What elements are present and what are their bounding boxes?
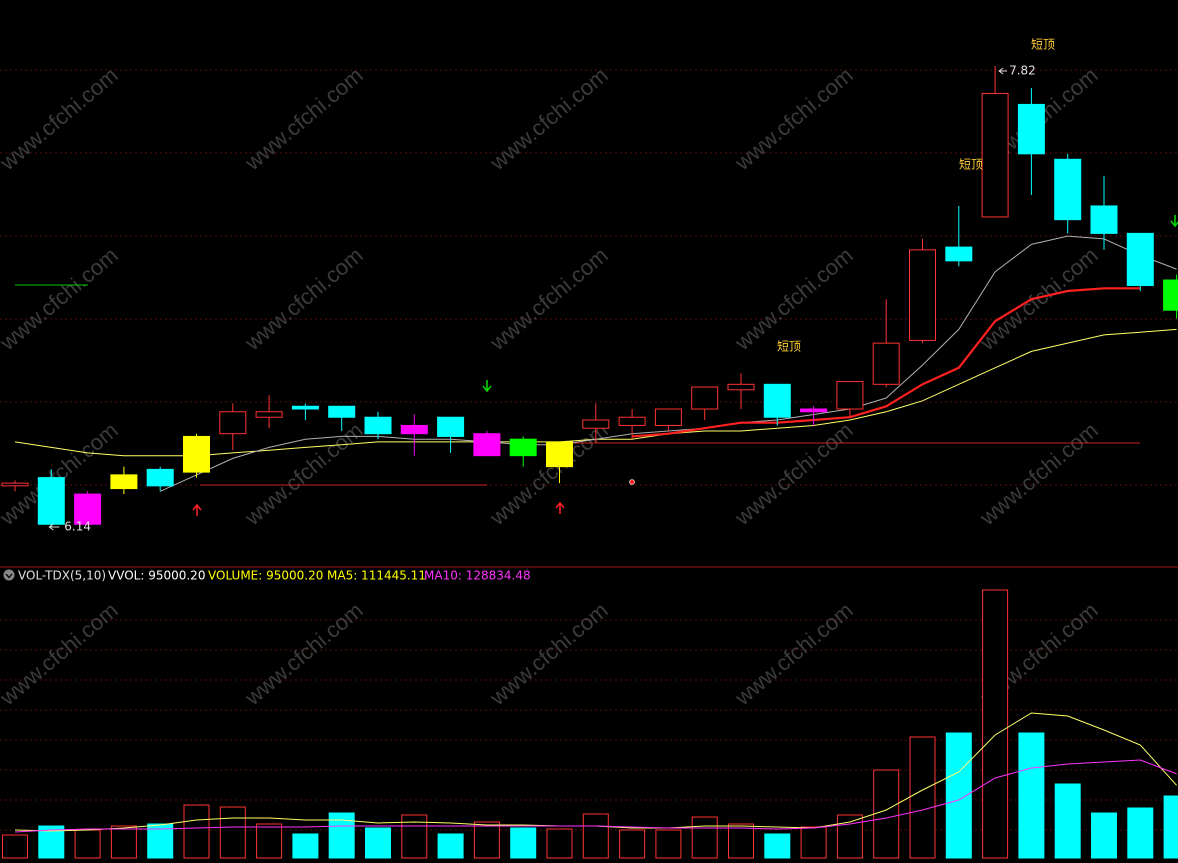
candle-body bbox=[1, 482, 29, 487]
candle-body bbox=[618, 416, 646, 426]
annotation: 短顶 bbox=[777, 340, 801, 354]
candle-body bbox=[872, 342, 900, 385]
collapse-icon[interactable] bbox=[3, 569, 15, 581]
volume-bar bbox=[800, 826, 827, 859]
candle-body bbox=[74, 493, 102, 525]
buy-arrow bbox=[192, 503, 202, 516]
candle-body bbox=[727, 383, 755, 391]
volume-bar bbox=[619, 829, 646, 859]
volume-bar bbox=[292, 833, 319, 859]
volume-bar bbox=[1018, 732, 1045, 859]
volume-bar bbox=[1163, 795, 1178, 859]
ma-line bbox=[159, 235, 1177, 492]
signal-dot bbox=[629, 479, 635, 485]
candle-body bbox=[1126, 232, 1154, 287]
volume-bar bbox=[219, 806, 246, 859]
volume-bar bbox=[691, 816, 718, 859]
indicator-name: VOL-TDX(5,10) bbox=[18, 569, 106, 583]
annotation: 短顶 bbox=[1031, 38, 1055, 52]
candle-body bbox=[37, 477, 65, 525]
collapse-icon-glyph bbox=[5, 573, 13, 579]
volume-bar bbox=[945, 732, 972, 859]
volume-bar bbox=[546, 828, 573, 859]
indicator-value: VOLUME: 95000.20 bbox=[208, 569, 323, 583]
volume-bar bbox=[982, 589, 1009, 859]
buy-arrow bbox=[555, 501, 565, 514]
indicator-value: VVOL: 95000.20 bbox=[108, 569, 205, 583]
candle-body bbox=[945, 246, 973, 262]
candle-body bbox=[654, 408, 682, 426]
volume-bar bbox=[873, 769, 900, 859]
volume-bar bbox=[836, 814, 863, 859]
candle-body bbox=[981, 92, 1009, 218]
candle-body bbox=[146, 468, 174, 487]
high-label: 7.82 bbox=[1009, 64, 1036, 78]
candle-body bbox=[291, 405, 319, 410]
volume-bar bbox=[256, 823, 283, 859]
candle-body bbox=[473, 433, 501, 457]
volume-bar bbox=[728, 823, 754, 859]
volume-ma-line bbox=[14, 759, 1177, 833]
grid bbox=[0, 69, 1178, 831]
candle-body bbox=[909, 249, 936, 341]
indicator-value: MA5: 111445.11 bbox=[327, 569, 426, 583]
volume-bar bbox=[1054, 783, 1081, 859]
candle-body bbox=[1017, 103, 1045, 155]
volume-bar bbox=[2, 834, 28, 859]
volume-bar bbox=[110, 825, 137, 859]
label-arrow bbox=[998, 67, 1008, 75]
candle-body bbox=[364, 416, 392, 435]
volume-bar bbox=[909, 736, 936, 859]
volume-bar bbox=[401, 814, 428, 859]
volume-bar bbox=[582, 813, 609, 859]
candle-body bbox=[110, 474, 138, 490]
volume-bar bbox=[764, 833, 791, 859]
candle-body bbox=[183, 435, 210, 473]
volume-bar bbox=[74, 829, 101, 859]
candle-body bbox=[691, 386, 719, 410]
volume-bar bbox=[183, 804, 210, 859]
candle-body bbox=[1090, 205, 1118, 234]
volume-bar bbox=[655, 829, 682, 859]
candle-body bbox=[400, 424, 428, 435]
low-label: 6.14 bbox=[64, 520, 91, 534]
candle-body bbox=[1163, 279, 1178, 311]
volume-bar bbox=[510, 827, 537, 859]
candle-body bbox=[582, 419, 610, 429]
volume-bar bbox=[437, 833, 464, 859]
candle-body bbox=[219, 411, 247, 435]
label-arrow bbox=[48, 523, 60, 531]
candle-body bbox=[800, 408, 828, 413]
volume-bar bbox=[1127, 807, 1154, 859]
candle-body bbox=[437, 416, 465, 437]
volume-bar bbox=[147, 823, 174, 859]
candle-body bbox=[546, 441, 573, 468]
candle-body bbox=[255, 411, 283, 418]
volume-bar bbox=[365, 827, 391, 859]
sell-arrow bbox=[482, 380, 492, 393]
candle-body bbox=[1054, 158, 1082, 221]
candle-body bbox=[328, 405, 356, 418]
candle-body bbox=[763, 383, 791, 418]
candle-body bbox=[509, 438, 537, 457]
annotation: 短顶 bbox=[959, 158, 983, 172]
indicator-value: MA10: 128834.48 bbox=[424, 569, 531, 583]
ma-line bbox=[632, 287, 1141, 438]
volume-bar bbox=[473, 821, 500, 859]
volume-bar bbox=[1091, 812, 1117, 859]
candle-body bbox=[836, 381, 864, 410]
